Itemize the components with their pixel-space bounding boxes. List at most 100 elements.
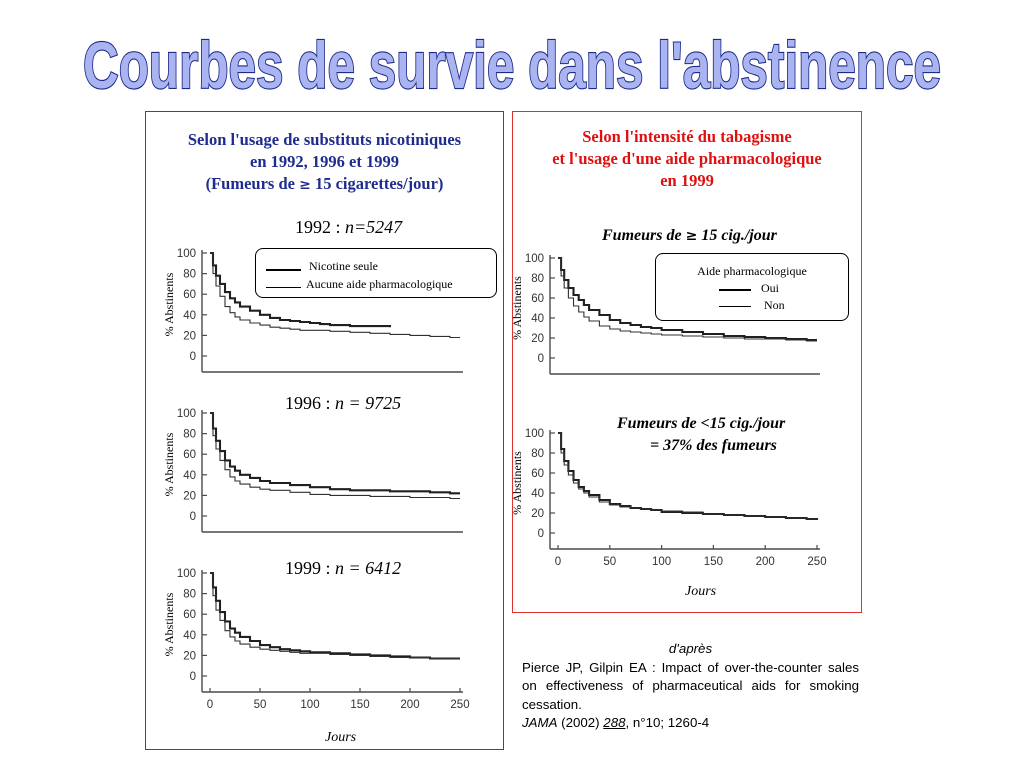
right-subtitle-heavy-a: Fumeurs de — [602, 227, 686, 244]
y-tick-label: 80 — [531, 273, 544, 285]
chart-svg: 0 20 40 60 80 100% Abstinents — [162, 248, 463, 373]
y-axis-label: % Abstinents — [162, 272, 176, 336]
y-tick-label: 40 — [183, 630, 196, 642]
legend-right-title: Aide pharmacologique — [697, 264, 807, 278]
y-tick-label: 80 — [183, 589, 196, 601]
chart-1992-n: n=5247 — [345, 217, 403, 237]
series-line-thick — [210, 251, 392, 328]
y-tick-label: 0 — [538, 353, 544, 365]
legend-oui-label: Oui — [761, 281, 779, 295]
legend-non-label: Non — [764, 298, 785, 312]
series-line-thick — [210, 411, 460, 495]
x-tick-label: 250 — [450, 699, 469, 711]
y-tick-label: 80 — [183, 429, 196, 441]
chart-svg: 0 20 40 60 80 100 0 50 100 150 200 250 % Abstinents — [162, 568, 470, 711]
legend-no-aid-label: Aucune aide pharmacologique — [306, 277, 453, 291]
reference-volume: 288 — [603, 715, 626, 730]
y-tick-label: 20 — [531, 333, 544, 345]
chart-heavy-smokers: 0 20 40 60 80 100% Abstinents — [510, 250, 832, 390]
y-tick-label: 40 — [531, 313, 544, 325]
series-line-thick — [558, 256, 817, 342]
legend-thin-swatch — [266, 287, 301, 288]
reference: d'après Pierce JP, Gilpin EA : Impact of… — [522, 640, 859, 733]
y-tick-label: 0 — [190, 511, 196, 523]
x-tick-label: 150 — [704, 556, 723, 568]
y-tick-label: 40 — [183, 470, 196, 482]
y-tick-label: 20 — [183, 650, 196, 662]
chart-1996-n: n = 9725 — [335, 393, 402, 413]
legend-right: Aide pharmacologique Oui Non — [655, 253, 849, 321]
y-tick-label: 60 — [531, 468, 544, 480]
series-line-thin — [210, 412, 460, 500]
reference-dapres: d'après — [668, 641, 713, 656]
left-panel: Selon l'usage de substituts nicotiniques… — [145, 111, 504, 750]
y-tick-label: 60 — [183, 609, 196, 621]
left-title-line2: en 1992, 1996 et 1999 — [250, 152, 399, 171]
x-tick-label: 0 — [207, 699, 213, 711]
y-tick-label: 0 — [538, 528, 544, 540]
left-title-line3: (Fumeurs de ≥ 15 cigarettes/jour) — [146, 173, 503, 196]
chart-1999-title: 1999 : n = 6412 — [285, 558, 401, 579]
y-tick-label: 100 — [525, 253, 544, 265]
y-tick-label: 100 — [177, 408, 196, 420]
page-title-text: Courbes de survie dans l'abstinence — [83, 28, 941, 102]
y-axis-label: % Abstinents — [510, 451, 524, 515]
y-tick-label: 0 — [190, 671, 196, 683]
right-subtitle-light-line2: = 37% des fumeurs — [650, 437, 777, 454]
x-tick-label: 50 — [603, 556, 616, 568]
series-line-thin — [558, 432, 817, 520]
left-title-line1: Selon l'usage de substituts nicotiniques — [187, 130, 462, 149]
chart-1992: 0 20 40 60 80 100% Abstinents — [162, 245, 490, 385]
y-axis-label: % Abstinents — [162, 592, 176, 656]
chart-1999: 0 20 40 60 80 100 0 50 100 150 200 250 % Abstinents — [162, 565, 490, 730]
chart-1996-year: 1996 : — [285, 393, 336, 413]
reference-year: (2002) — [557, 715, 604, 730]
legend-non-swatch — [719, 306, 751, 307]
y-axis-label: % Abstinents — [162, 432, 176, 496]
right-panel: Selon l'intensité du tabagisme et l'usag… — [512, 111, 862, 613]
left-title-line3-a: (Fumeurs de — [205, 174, 300, 193]
reference-text: Pierce JP, Gilpin EA : Impact of over-th… — [522, 659, 859, 712]
chart-1992-year: 1992 : — [295, 217, 346, 237]
x-tick-label: 200 — [400, 699, 419, 711]
y-axis-label: % Abstinents — [510, 276, 524, 340]
y-tick-label: 80 — [531, 448, 544, 460]
right-subtitle-heavy: Fumeurs de ≥ 15 cig./jour — [602, 225, 777, 247]
series-line-thin — [210, 572, 460, 660]
y-tick-label: 60 — [183, 289, 196, 301]
x-tick-label: 100 — [652, 556, 671, 568]
y-tick-label: 80 — [183, 269, 196, 281]
chart-svg: 0 20 40 60 80 100 0 50 100 150 200 250 % Abstinents — [510, 428, 827, 568]
left-panel-title: Selon l'usage de substituts nicotiniques… — [146, 129, 503, 196]
x-tick-label: 50 — [254, 699, 267, 711]
y-tick-label: 20 — [183, 330, 196, 342]
y-tick-label: 0 — [190, 351, 196, 363]
chart-1996-title: 1996 : n = 9725 — [285, 393, 401, 414]
chart-svg: 0 20 40 60 80 100% Abstinents — [510, 253, 820, 375]
x-tick-label: 250 — [807, 556, 826, 568]
right-subtitle-light-line1: Fumeurs de <15 cig./jour — [617, 415, 786, 432]
series-line-thick — [558, 431, 819, 521]
geq-symbol: ≥ — [299, 177, 311, 193]
chart-1996: 0 20 40 60 80 100% Abstinents — [162, 405, 490, 545]
chart-light-smokers: 0 20 40 60 80 100 0 50 100 150 200 250 % Abstinents — [510, 425, 832, 590]
x-tick-label: 200 — [756, 556, 775, 568]
chart-1999-n: n = 6412 — [335, 558, 402, 578]
legend-nicotine-label: Nicotine seule — [309, 259, 378, 273]
chart-svg: 0 20 40 60 80 100% Abstinents — [162, 408, 463, 533]
series-line-thick — [210, 571, 460, 660]
legend-left: Nicotine seule Aucune aide pharmacologiq… — [255, 248, 497, 298]
y-tick-label: 100 — [177, 248, 196, 260]
x-axis-label-left: Jours — [325, 730, 357, 745]
x-tick-label: 100 — [300, 699, 319, 711]
chart-1999-year: 1999 : — [285, 558, 336, 578]
right-panel-title: Selon l'intensité du tabagisme et l'usag… — [513, 126, 861, 192]
y-tick-label: 20 — [531, 508, 544, 520]
geq-symbol: ≥ — [685, 228, 698, 244]
series-line-thin — [210, 252, 460, 339]
y-tick-label: 20 — [183, 490, 196, 502]
y-tick-label: 60 — [531, 293, 544, 305]
right-subtitle-heavy-b: 15 cig./jour — [697, 227, 777, 244]
series-line-thin — [558, 257, 817, 342]
reference-rest: , n°10; 1260-4 — [625, 715, 710, 730]
